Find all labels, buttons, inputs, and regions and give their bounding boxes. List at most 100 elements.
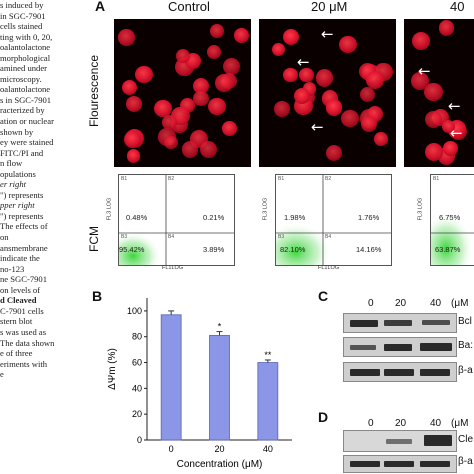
- fcm-b2-label: B2: [168, 176, 175, 182]
- blot-strip-beta-actin: [343, 362, 457, 382]
- stained-nucleus: [200, 140, 218, 158]
- caption-line: s was used as: [0, 326, 47, 337]
- caption-line: microscopy.: [0, 73, 42, 84]
- y-tick-label: 40: [132, 383, 142, 393]
- bar: [209, 335, 230, 441]
- panel-d-conc-40: 40: [430, 418, 442, 429]
- panel-c-unit: (μM: [451, 298, 469, 309]
- blot-strip-cleaved-caspase: [343, 430, 457, 452]
- fcm-b3-label: B3: [278, 234, 285, 240]
- stained-nucleus: [410, 72, 429, 90]
- caption-line: cells stained: [0, 21, 43, 32]
- delta-psi-bar-chart: 0 20 40 60 80 100 0 20 * 40 ** ΔΨm (%) Concentration…: [107, 298, 292, 470]
- stained-nucleus: [424, 83, 443, 102]
- caption-line: stern blot: [0, 316, 33, 327]
- row-label-fluorescence: Flourescence: [87, 54, 101, 128]
- stained-nucleus: [339, 35, 357, 54]
- stained-nucleus: [425, 142, 444, 161]
- stained-nucleus: [210, 24, 224, 38]
- blot-band: [422, 320, 450, 325]
- stained-nucleus: [175, 48, 190, 63]
- fcm-b3-label: B3: [121, 234, 128, 240]
- stained-nucleus: [124, 130, 142, 148]
- stained-nucleus: [438, 19, 455, 36]
- stained-nucleus: [374, 132, 389, 147]
- stained-nucleus: [443, 140, 458, 156]
- caption-line: ting with 0, 20,: [0, 31, 53, 42]
- blot-band: [384, 369, 414, 376]
- apoptosis-arrow: ←: [450, 124, 463, 142]
- caption-line: opulations: [0, 168, 36, 179]
- blot-band: [420, 369, 450, 376]
- stained-nucleus: [126, 96, 142, 112]
- caption-line: ") represents: [0, 210, 44, 221]
- fcm-upper-right-percent: 1.76%: [358, 213, 380, 222]
- x-tick-label: 40: [263, 444, 273, 454]
- caption-line: ") represents: [0, 189, 44, 200]
- fluorescence-image-40um: ← ← ←: [404, 19, 474, 167]
- fcm-x-axis-label: FL1LOG: [162, 265, 184, 271]
- caption-line: e of three: [0, 348, 33, 359]
- y-tick-label: 60: [132, 358, 142, 368]
- column-header-control: Control: [168, 0, 210, 14]
- apoptosis-arrow: ←: [311, 118, 324, 136]
- stained-nucleus: [193, 91, 209, 107]
- fcm-scatter-20um: [276, 175, 391, 265]
- fcm-b1-label: B1: [433, 176, 440, 182]
- stained-nucleus: [126, 149, 140, 163]
- caption-line: ey were stained: [0, 137, 54, 148]
- stained-nucleus: [411, 32, 430, 51]
- blot-label-beta-actin: β-a: [458, 365, 473, 376]
- caption-line: C-7901 cells: [0, 305, 44, 316]
- stained-nucleus: [315, 69, 334, 87]
- caption-line: eriments with: [0, 358, 48, 369]
- bar: [160, 314, 182, 441]
- stained-nucleus: [208, 97, 226, 116]
- caption-line: morphological: [0, 52, 51, 63]
- significance-marker: **: [264, 350, 272, 360]
- fluorescence-image-control: [114, 19, 251, 167]
- stained-nucleus: [118, 29, 135, 46]
- blot-strip-bcl2: [343, 313, 457, 333]
- fcm-b4-label: B4: [325, 234, 332, 240]
- fcm-b4-label: B4: [168, 234, 175, 240]
- column-header-20um: 20 μM: [311, 0, 348, 14]
- fcm-plot-20um: B1 B2 B3 B4 1.98% 1.76% 82.10% 14.16%: [275, 174, 392, 266]
- stained-nucleus: [135, 65, 153, 83]
- panel-a-letter: A: [95, 0, 106, 14]
- apoptosis-arrow: ←: [448, 97, 461, 115]
- blot-label-cleaved: Cle: [458, 434, 474, 445]
- y-tick-label: 80: [132, 332, 142, 342]
- blot-band: [350, 461, 380, 467]
- fcm-lower-left-percent: 95.42%: [119, 245, 145, 254]
- fcm-upper-left-percent: 6.75%: [439, 213, 461, 222]
- blot-band: [350, 320, 378, 327]
- caption-line: oalantolactone: [0, 42, 51, 53]
- stained-nucleus: [161, 115, 177, 130]
- blot-band: [384, 320, 412, 326]
- stained-nucleus: [181, 141, 199, 158]
- blot-band: [420, 461, 450, 467]
- fcm-b1-label: B1: [278, 176, 285, 182]
- fcm-upper-left-percent: 1.98%: [284, 213, 306, 222]
- stained-nucleus: [164, 135, 178, 149]
- stained-nucleus: [273, 101, 290, 117]
- stained-nucleus: [299, 67, 314, 83]
- caption-line: on levels of: [0, 284, 41, 295]
- fcm-y-axis-label: FL3 LOG: [262, 197, 269, 221]
- stained-nucleus: [341, 110, 359, 128]
- stained-nucleus: [271, 42, 285, 56]
- caption-line: pper right: [0, 200, 35, 211]
- stained-nucleus: [360, 86, 376, 103]
- panel-c-conc-40: 40: [430, 298, 442, 309]
- fcm-upper-right-percent: 0.21%: [203, 213, 225, 222]
- caption-line: on: [0, 232, 9, 243]
- stained-nucleus: [365, 71, 384, 90]
- fcm-plot-control: B1 B2 B3 B4 0.48% 0.21% 95.42% 3.89%: [118, 174, 235, 266]
- blot-band: [386, 439, 412, 444]
- y-tick-label: 20: [132, 409, 142, 419]
- blot-strip-beta-actin-d: [343, 455, 457, 473]
- stained-nucleus: [122, 80, 138, 96]
- caption-line: oalantolactone: [0, 84, 51, 95]
- blot-label-beta-actin-d: β-a: [458, 456, 473, 467]
